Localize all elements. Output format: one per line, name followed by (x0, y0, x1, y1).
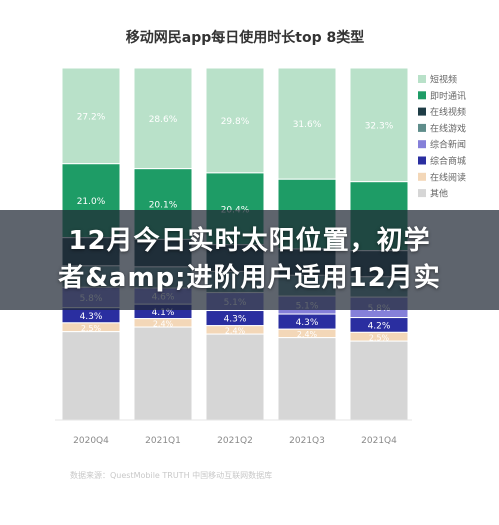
legend-label: 即时通讯 (430, 90, 466, 102)
legend-swatch (418, 91, 426, 100)
x-tick-label: 2020Q4 (73, 436, 109, 446)
bar-label: 4.3% (80, 312, 103, 322)
x-tick-label: 2021Q3 (289, 436, 325, 446)
bar-label: 28.6% (149, 115, 178, 125)
bar-label: 31.6% (293, 120, 322, 130)
x-axis: 2020Q4 2021Q1 2021Q2 2021Q3 2021Q4 (55, 419, 412, 446)
legend-label: 其他 (430, 188, 448, 200)
x-tick-label: 2021Q1 (145, 436, 181, 446)
legend-label: 短视频 (430, 74, 457, 86)
bar-label: 2.5% (369, 333, 390, 342)
x-tick-label: 2021Q2 (217, 436, 253, 446)
overlay-banner (0, 210, 499, 310)
x-tick-label: 2021Q4 (361, 436, 397, 446)
bar-segment-2021Q1-其他 (133, 326, 193, 421)
legend-swatch (418, 123, 426, 132)
legend-label: 在线游戏 (430, 122, 466, 134)
overlay-headline: 12月今日实时太阳位置，初学 者&amp;进阶用户适用12月实 (0, 223, 499, 297)
legend-swatch (418, 75, 426, 83)
bar-segment-2020Q4-短视频 (61, 67, 121, 165)
chart-title: 移动网民app每日使用时长top 8类型 (126, 29, 364, 46)
bar-label: 29.8% (221, 117, 250, 127)
legend-swatch (418, 107, 426, 116)
bar-label: 20.1% (149, 201, 178, 211)
bar-label: 4.1% (152, 308, 175, 318)
overlay-line-2: 者&amp;进阶用户适用12月实 (58, 263, 441, 293)
bar-label: 32.3% (365, 121, 394, 131)
bar-label: 4.2% (368, 321, 391, 331)
bar-segment-2020Q4-其他 (61, 331, 121, 421)
bar-segment-2021Q1-短视频 (133, 67, 193, 170)
bar-label: 2.4% (297, 330, 318, 339)
bar-label: 27.2% (77, 112, 106, 122)
legend-swatch (418, 156, 426, 165)
bar-label: 2.4% (153, 319, 174, 328)
legend-label: 在线视频 (430, 106, 466, 118)
bar-label: 4.3% (296, 318, 319, 328)
legend-swatch (418, 172, 426, 181)
source-note: 数据来源：QuestMobile TRUTH 中国移动互联网数据库 (70, 470, 272, 480)
bar-label: 4.3% (224, 315, 247, 325)
legend-label: 综合商城 (430, 155, 466, 167)
legend-swatch (418, 189, 426, 198)
bar-segment-2021Q4-短视频 (349, 67, 409, 183)
bar-label: 21.0% (77, 197, 106, 207)
legend-label: 综合新闻 (430, 139, 466, 151)
bar-label: 2.5% (81, 324, 102, 333)
bar-label: 2.4% (225, 326, 246, 335)
legend-label: 在线阅读 (430, 171, 466, 183)
legend-swatch (418, 140, 426, 149)
bar-segment-2021Q3-其他 (277, 337, 337, 421)
bar-segment-2021Q2-短视频 (205, 67, 265, 174)
overlay-line-1: 12月今日实时太阳位置，初学 (68, 226, 431, 256)
bar-segment-2021Q4-其他 (349, 340, 409, 421)
bar-segment-2021Q2-其他 (205, 333, 265, 421)
